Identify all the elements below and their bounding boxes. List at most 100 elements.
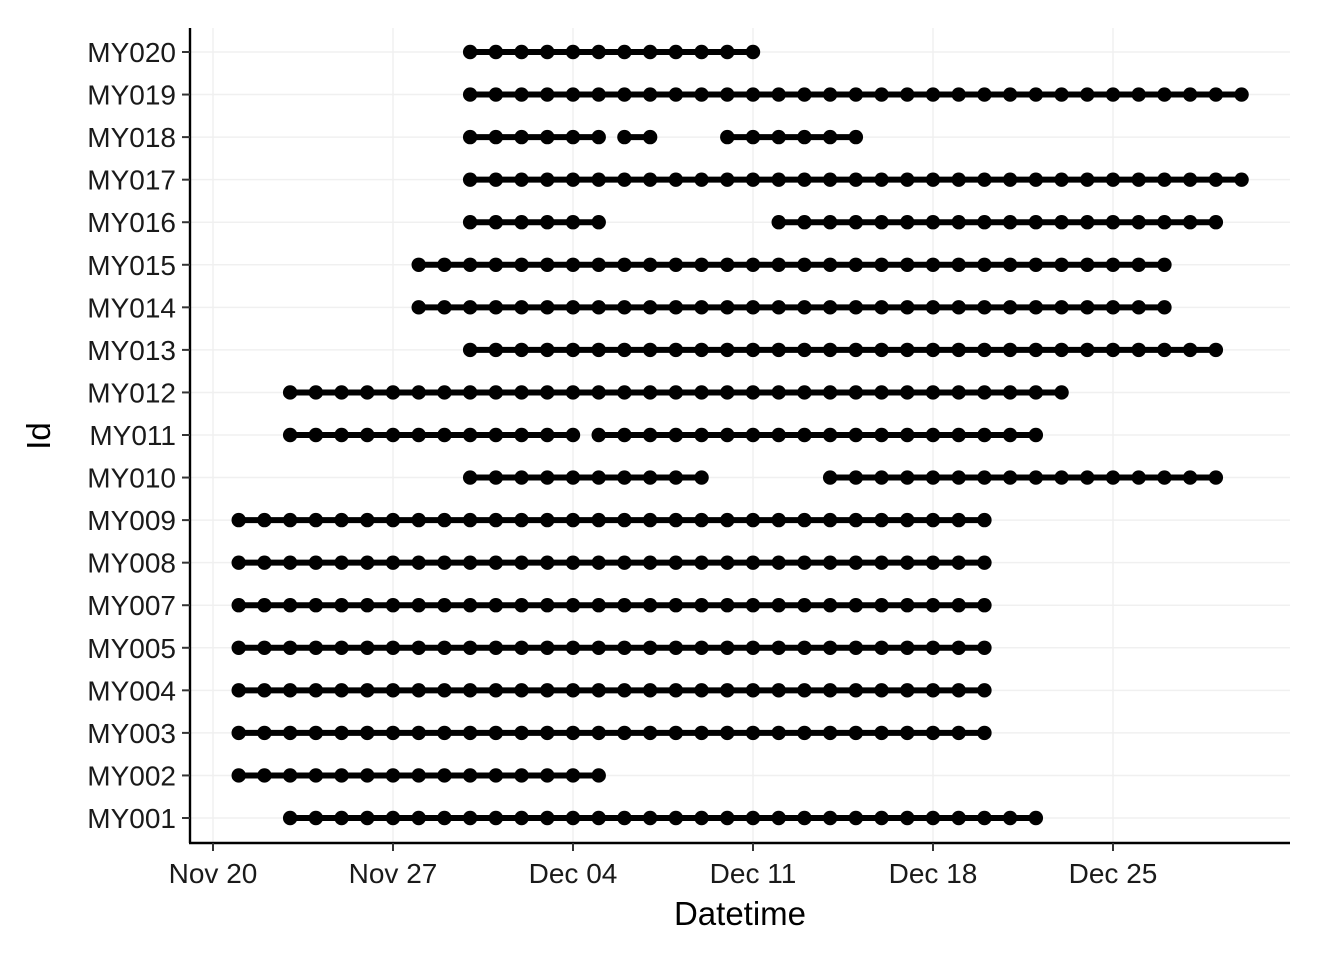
data-point-my014 (1028, 300, 1044, 315)
data-point-my014 (720, 300, 735, 315)
data-point-my013 (1131, 342, 1146, 358)
x-tick-label: Dec 11 (710, 858, 797, 889)
data-point-my003 (694, 725, 709, 741)
data-point-my019 (617, 87, 632, 102)
data-point-my011 (462, 427, 478, 443)
data-point-my007 (437, 598, 452, 613)
data-point-my015 (1157, 257, 1172, 272)
data-point-my007 (385, 598, 401, 613)
data-point-my011 (771, 427, 786, 443)
data-point-my019 (565, 87, 581, 102)
data-point-my013 (848, 342, 864, 358)
data-point-my013 (565, 342, 581, 358)
data-point-my012 (308, 385, 324, 400)
data-point-my014 (488, 300, 504, 315)
data-point-my015 (642, 257, 658, 272)
data-point-my007 (231, 598, 246, 613)
data-point-my008 (488, 555, 504, 570)
data-point-my018 (822, 129, 838, 145)
data-point-my007 (257, 598, 272, 613)
data-point-my010 (617, 470, 632, 485)
data-point-my011 (540, 427, 555, 443)
data-point-my004 (900, 683, 915, 698)
data-point-my007 (360, 598, 375, 613)
data-point-my001 (360, 810, 375, 826)
data-point-my018 (771, 129, 786, 145)
data-point-my001 (694, 810, 709, 826)
data-point-my005 (385, 640, 401, 655)
data-point-my003 (925, 725, 941, 741)
data-point-my014 (540, 300, 555, 315)
data-point-my007 (308, 598, 324, 613)
data-point-my012 (540, 385, 555, 400)
data-point-my007 (951, 598, 966, 613)
data-point-my004 (771, 683, 786, 698)
data-point-my004 (797, 683, 812, 698)
data-point-my019 (1234, 87, 1249, 102)
data-point-my012 (822, 385, 838, 400)
data-point-my012 (745, 385, 761, 400)
data-point-my005 (797, 640, 812, 655)
data-point-my002 (282, 768, 298, 783)
data-point-my007 (591, 598, 606, 613)
data-point-my005 (565, 640, 581, 655)
data-point-my003 (437, 725, 452, 741)
data-point-my017 (1080, 172, 1095, 187)
data-point-my009 (488, 512, 504, 528)
data-point-my012 (977, 385, 992, 400)
data-point-my001 (1028, 810, 1044, 826)
data-point-my015 (514, 257, 529, 272)
data-point-my019 (668, 87, 684, 102)
data-point-my012 (848, 385, 864, 400)
data-point-my012 (720, 385, 735, 400)
data-point-my012 (462, 385, 478, 400)
data-point-my007 (925, 598, 941, 613)
data-point-my016 (462, 215, 478, 230)
data-point-my008 (797, 555, 812, 570)
data-point-my017 (1105, 172, 1121, 187)
data-point-my018 (514, 129, 529, 145)
data-point-my017 (565, 172, 581, 187)
data-point-my002 (591, 768, 606, 783)
data-point-my014 (565, 300, 581, 315)
data-point-my020 (565, 44, 581, 60)
data-point-my013 (1080, 342, 1095, 358)
data-point-my009 (771, 512, 786, 528)
data-point-my019 (848, 87, 864, 102)
data-point-my014 (617, 300, 632, 315)
data-point-my019 (1080, 87, 1095, 102)
data-point-my011 (900, 427, 915, 443)
data-point-my012 (797, 385, 812, 400)
data-point-my017 (540, 172, 555, 187)
data-point-my013 (1002, 342, 1018, 358)
data-point-my019 (797, 87, 812, 102)
data-point-my014 (822, 300, 838, 315)
data-point-my011 (308, 427, 324, 443)
data-point-my016 (514, 215, 529, 230)
data-point-my008 (745, 555, 761, 570)
data-point-my018 (745, 129, 761, 145)
data-point-my020 (720, 44, 735, 60)
data-point-my013 (1182, 342, 1198, 358)
data-point-my013 (745, 342, 761, 358)
data-point-my005 (308, 640, 324, 655)
data-point-my017 (591, 172, 606, 187)
data-point-my018 (565, 129, 581, 145)
data-point-my007 (488, 598, 504, 613)
data-point-my010 (668, 470, 684, 485)
data-point-my010 (1080, 470, 1095, 485)
data-layer (231, 44, 1249, 826)
data-point-my002 (565, 768, 581, 783)
data-point-my014 (951, 300, 966, 315)
data-point-my012 (925, 385, 941, 400)
data-point-my011 (385, 427, 401, 443)
data-point-my003 (411, 725, 426, 741)
data-point-my009 (642, 512, 658, 528)
data-point-my008 (385, 555, 401, 570)
data-point-my019 (1208, 87, 1224, 102)
data-point-my009 (565, 512, 581, 528)
data-point-my009 (308, 512, 324, 528)
data-point-my014 (925, 300, 941, 315)
data-point-my008 (308, 555, 324, 570)
data-point-my009 (437, 512, 452, 528)
